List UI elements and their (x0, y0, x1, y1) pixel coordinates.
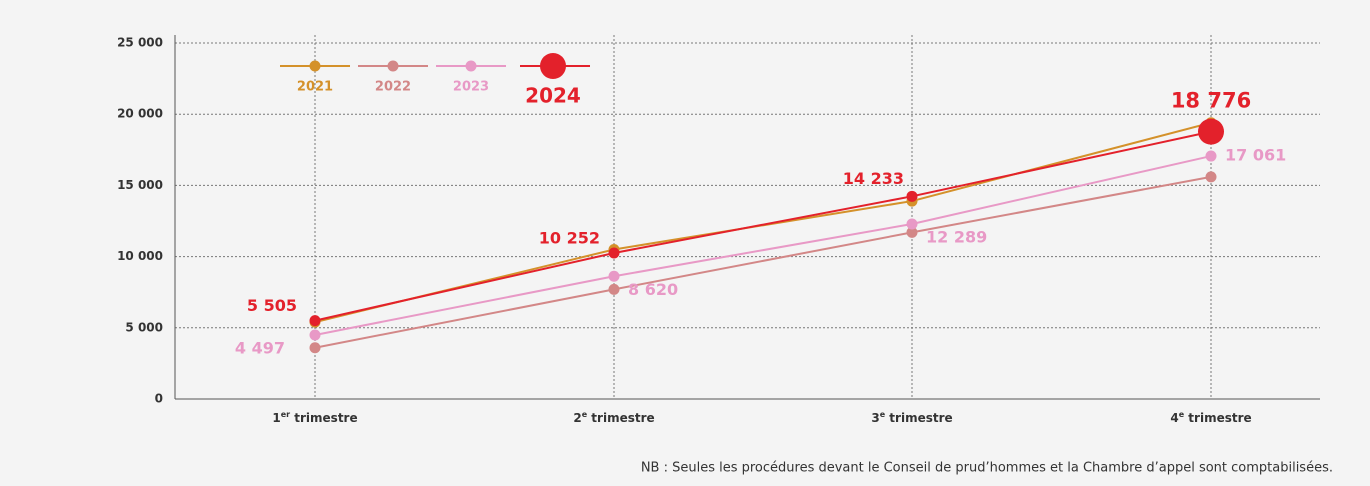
data-label: 10 252 (539, 229, 600, 248)
data-label: 8 620 (628, 280, 678, 299)
x-tick-label: 1er trimestre (272, 410, 357, 425)
legend-label: 2022 (375, 80, 411, 95)
data-point (608, 283, 620, 295)
y-tick-label: 25 000 (117, 36, 163, 50)
y-tick-label: 0 (155, 392, 163, 406)
data-point (309, 342, 321, 354)
data-label: 14 233 (843, 169, 904, 188)
series-line (314, 130, 1212, 322)
legend-marker (465, 60, 477, 72)
series-line (314, 175, 1212, 349)
footnote: NB : Seules les procédures devant le Con… (641, 461, 1333, 476)
y-tick-label: 10 000 (117, 249, 163, 263)
data-point (1205, 171, 1217, 183)
data-label: 12 289 (926, 228, 987, 247)
x-tick-label: 3e trimestre (871, 410, 952, 425)
data-label: 5 505 (247, 296, 297, 315)
data-point (906, 226, 918, 238)
legend-marker (540, 53, 566, 79)
data-point (906, 218, 918, 230)
data-point (608, 247, 620, 259)
data-label: 17 061 (1225, 146, 1286, 165)
x-tick-label: 4e trimestre (1170, 410, 1251, 425)
legend-label: 2021 (297, 80, 333, 95)
data-point (309, 329, 321, 341)
data-label: 18 776 (1171, 89, 1251, 113)
legend-label: 2023 (453, 80, 489, 95)
data-point (1198, 118, 1224, 145)
y-tick-label: 15 000 (117, 178, 163, 192)
data-point (608, 270, 620, 282)
legend-label: 2024 (525, 84, 581, 108)
data-point (906, 190, 918, 202)
legend-marker (309, 60, 321, 72)
y-tick-label: 5 000 (125, 320, 163, 334)
data-point (1205, 150, 1217, 162)
data-label: 4 497 (235, 338, 285, 357)
series-line (314, 155, 1212, 336)
series-line (314, 121, 1212, 324)
x-tick-label: 2e trimestre (573, 410, 654, 425)
y-tick-label: 20 000 (117, 107, 163, 121)
legend-marker (387, 60, 399, 72)
data-point (309, 315, 321, 327)
